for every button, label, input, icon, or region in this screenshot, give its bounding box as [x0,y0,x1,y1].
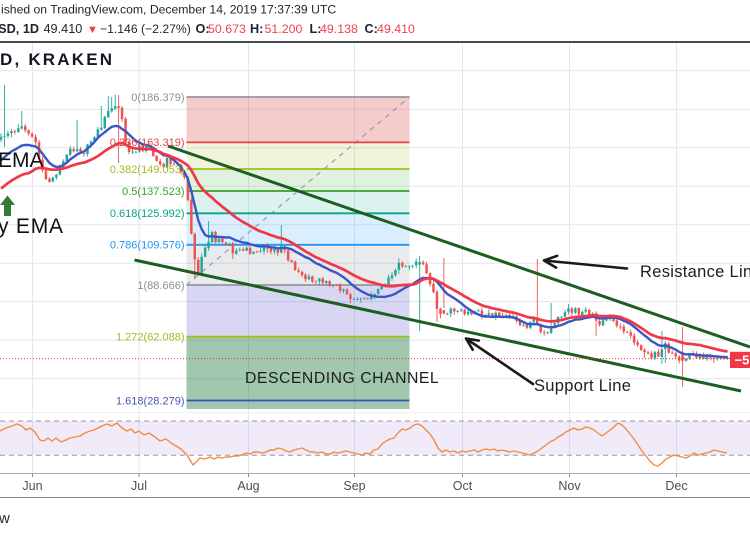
svg-text:50.673: 50.673 [208,22,246,36]
svg-text:0.236(163.319): 0.236(163.319) [110,137,185,149]
svg-text:0.618(125.992): 0.618(125.992) [110,208,185,220]
svg-text:USD, 1D: USD, 1D [0,22,39,36]
svg-text:Nov: Nov [558,479,581,493]
svg-text:Resistance Line: Resistance Line [640,263,750,281]
svg-text:0(186.379): 0(186.379) [131,92,184,104]
svg-text:−5: −5 [735,352,750,367]
svg-text:49.410: 49.410 [44,22,83,36]
svg-text:0.382(149.053): 0.382(149.053) [110,164,185,176]
svg-text:Aug: Aug [237,479,259,493]
svg-text:51.200: 51.200 [265,22,303,36]
svg-text:Jun: Jun [22,479,42,493]
svg-text:Jul: Jul [131,479,147,493]
svg-text:0.786(109.576): 0.786(109.576) [110,240,185,252]
svg-text:1.272(62.088): 1.272(62.088) [116,332,185,344]
svg-text:Support Line: Support Line [534,377,631,395]
svg-text:0.5(137.523): 0.5(137.523) [122,186,184,198]
svg-text:−1.146 (−2.27%): −1.146 (−2.27%) [100,22,191,36]
svg-text:w: w [0,510,10,527]
svg-text:EMA: EMA [0,149,44,172]
svg-text:Sep: Sep [343,479,365,493]
svg-text:Dec: Dec [665,479,687,493]
svg-text:H:: H: [250,22,263,36]
svg-text:▼: ▼ [87,24,98,36]
svg-text:Oct: Oct [453,479,473,493]
svg-text:L:: L: [310,22,322,36]
svg-text:49.138: 49.138 [320,22,358,36]
svg-text:DESCENDING CHANNEL: DESCENDING CHANNEL [245,370,439,387]
svg-text:y EMA: y EMA [0,215,64,238]
svg-text:1(88.666): 1(88.666) [137,280,184,292]
svg-text:D, KRAKEN: D, KRAKEN [0,50,114,69]
svg-text:O:: O: [196,22,210,36]
svg-text:ished on TradingView.com, Dece: ished on TradingView.com, December 14, 2… [1,3,336,17]
svg-text:49.410: 49.410 [377,22,415,36]
svg-text:C:: C: [365,22,378,36]
svg-text:1.618(28.279): 1.618(28.279) [116,395,185,407]
